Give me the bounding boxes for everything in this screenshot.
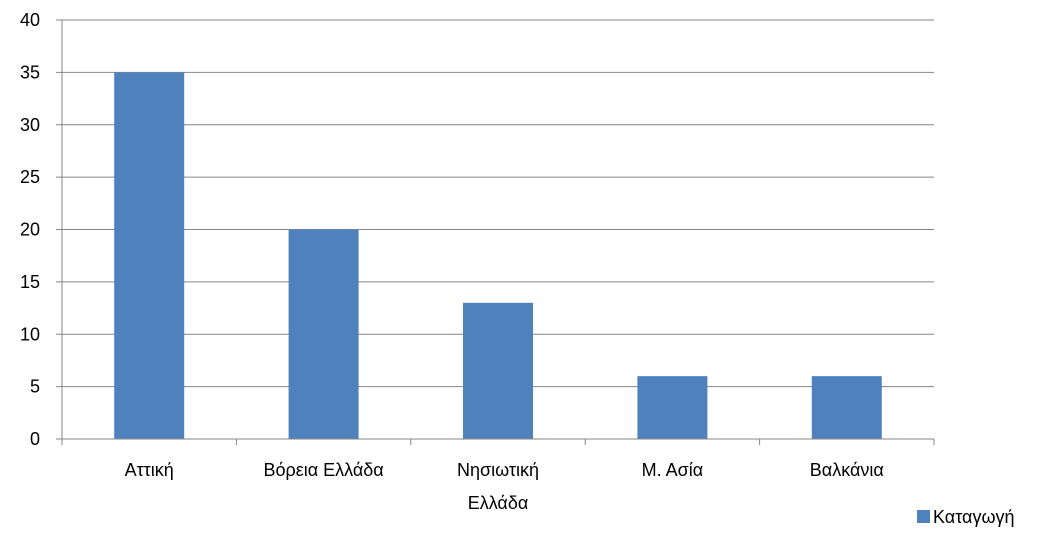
y-tick-label: 15 [20,272,40,292]
x-tick-label-line: Νησιωτική [457,460,539,480]
bar [637,376,708,439]
x-tick-label: Νησιωτική Ελλάδα [457,460,539,513]
x-tick-label: Μ. Ασία [642,460,704,480]
y-tick-label: 20 [20,220,40,240]
y-tick-label: 40 [20,10,40,30]
x-tick-label: Βαλκάνια [810,460,884,480]
legend: Καταγωγή [917,507,1015,527]
y-tick-label: 30 [20,115,40,135]
legend-label: Καταγωγή [933,507,1015,527]
bar [114,72,185,439]
x-tick-label: Βόρεια Ελλάδα [263,460,383,480]
y-tick-label: 25 [20,167,40,187]
gridlines [62,19,934,388]
x-tick-label-line: Βόρεια Ελλάδα [263,460,383,480]
y-tick-label: 10 [20,324,40,344]
bars [114,72,882,439]
legend-swatch [917,510,930,523]
x-tick-label-line: Ελλάδα [468,493,529,513]
axes [56,19,935,445]
x-tick-label: Αττική [125,460,174,480]
y-tick-label: 5 [30,377,40,397]
x-tick-label-line: Μ. Ασία [642,460,704,480]
labels: 0 5 10 15 20 25 30 35 40 Αττική Βόρεια Ελλάδα Νησιω… [20,10,884,513]
bar [463,302,533,439]
y-tick-label: 35 [20,62,40,82]
bar [288,229,359,439]
y-tick-label: 0 [30,429,40,449]
bar [811,376,882,439]
x-tick-label-line: Βαλκάνια [810,460,884,480]
x-tick-label-line: Αττική [125,460,174,480]
